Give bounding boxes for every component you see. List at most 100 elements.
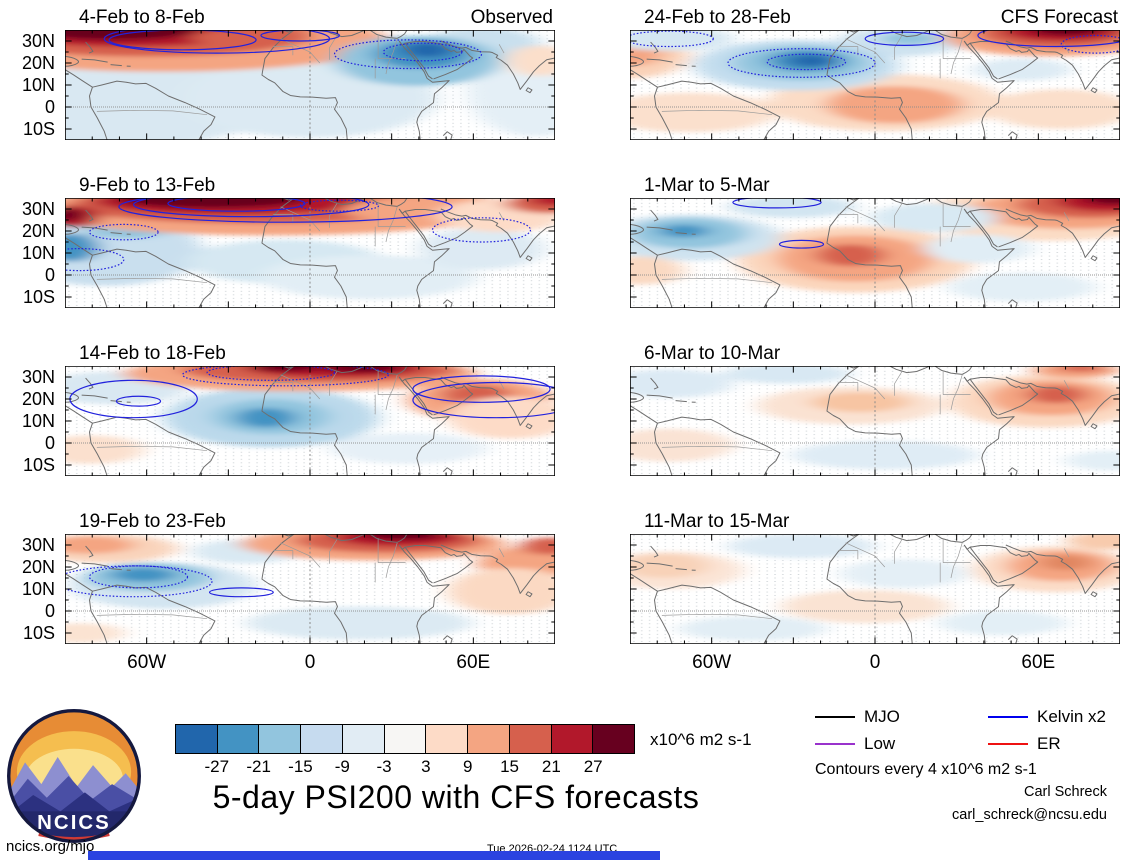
legend-line-swatch (988, 716, 1028, 718)
logo-art (10, 712, 138, 840)
map-plot (630, 534, 1120, 644)
colorbar-tick-label: -15 (288, 757, 313, 776)
legend-label: Low (864, 734, 896, 753)
y-tick-label: 10S (22, 119, 55, 139)
credit-email: carl_schreck@ncsu.edu (952, 807, 1107, 823)
legend-line-swatch (815, 716, 855, 718)
y-tick-label: 10N (21, 243, 55, 263)
y-axis-labels: 30N 20N 10N 0 10S (9, 366, 59, 476)
y-axis-labels: 30N 20N 10N 0 10S (9, 30, 59, 140)
colorbar-labels: -27 -21 -15 -9 -3 3 9 15 21 27 (175, 754, 635, 776)
colorbar-cell (426, 725, 469, 753)
y-tick-label: 10N (21, 579, 55, 599)
map-plot (65, 30, 555, 140)
colorbar-tick-label: 21 (541, 757, 561, 776)
y-tick-label: 0 (44, 97, 55, 117)
x-axis-labels: 60W 0 60E (65, 646, 555, 674)
panel-title: 9-Feb to 13-Feb (79, 175, 216, 196)
colorbar-cell (509, 725, 552, 753)
logo-ring (7, 709, 141, 843)
colorbar-tick-label: -27 (204, 757, 230, 776)
colorbar-tick-label: -21 (246, 757, 271, 776)
colorbar-cell (176, 725, 218, 753)
y-tick-label: 30N (21, 367, 55, 387)
wave-legend: MJO Kelvin x2 Low ER (815, 706, 1135, 755)
legend-label: Kelvin x2 (1037, 707, 1106, 726)
panel-header: 4-Feb to 8-Feb Observed (65, 5, 555, 29)
panel-observed-week3: 14-Feb to 18-Feb 30N 20N 10N 0 10S (22, 343, 555, 476)
panel-forecast-week3: 6-Mar to 10-Mar (630, 343, 1120, 476)
y-axis-labels: 30N 20N 10N 0 10S (9, 198, 59, 308)
panel-title: 4-Feb to 8-Feb (79, 7, 205, 28)
logo-text: NCICS (37, 812, 111, 834)
colorbar-units: x10^6 m2 s-1 (650, 730, 752, 749)
y-tick-label: 30N (21, 199, 55, 219)
credit-name: Carl Schreck (1024, 784, 1107, 800)
panel-forecast-week4: 11-Mar to 15-Mar 60W 0 60E (630, 511, 1120, 673)
panel-forecast-week1: 24-Feb to 28-Feb CFS Forecast (630, 7, 1120, 140)
panel-header: 1-Mar to 5-Mar (630, 173, 1120, 197)
contour-note: Contours every 4 x10^6 m2 s-1 (815, 761, 1037, 778)
legend-item-er: ER (988, 733, 1135, 755)
colorbar-tick-label: 15 (500, 757, 519, 776)
map-plot (630, 198, 1120, 308)
legend-item-kelvin-x2: Kelvin x2 (988, 706, 1135, 728)
y-tick-label: 10S (22, 287, 55, 307)
panel-title: 1-Mar to 5-Mar (644, 175, 770, 196)
y-tick-label: 0 (44, 601, 55, 621)
colorbar-cell (301, 725, 343, 753)
colorbar-tick-label: 3 (421, 757, 431, 776)
legend-item-mjo: MJO (815, 706, 988, 728)
colorbar-cell (551, 725, 594, 753)
map-plot (65, 198, 555, 308)
x-tick-label: 60E (1021, 652, 1056, 673)
panel-observed-week4: 19-Feb to 23-Feb 30N 20N 10N 0 10S 60W 0 60E (22, 511, 555, 673)
ncics-logo: NCICS (7, 709, 141, 843)
y-tick-label: 30N (21, 31, 55, 51)
panel-header: 19-Feb to 23-Feb (65, 509, 555, 533)
x-tick-label: 60W (692, 652, 732, 673)
panel-header: 24-Feb to 28-Feb CFS Forecast (630, 5, 1120, 29)
map-plot (630, 30, 1120, 140)
x-tick-label: 0 (869, 652, 881, 673)
y-tick-label: 0 (44, 433, 55, 453)
colorbar-cell (468, 725, 510, 753)
x-tick-label: 0 (304, 652, 316, 673)
y-tick-label: 20N (21, 53, 55, 73)
panel-title: 24-Feb to 28-Feb (644, 7, 791, 28)
figure-title: 5-day PSI200 with CFS forecasts (212, 779, 700, 815)
colorbar-cells (175, 724, 635, 754)
legend-line-swatch (988, 743, 1028, 745)
colorbar-cell (384, 725, 427, 753)
panel-observed-week2: 9-Feb to 13-Feb 30N 20N 10N 0 10S (22, 175, 555, 308)
colorbar-cell (593, 725, 635, 753)
y-tick-label: 10N (21, 75, 55, 95)
map-plot (65, 366, 555, 476)
x-tick-label: 60W (127, 652, 167, 673)
panel-title: 6-Mar to 10-Mar (644, 343, 781, 364)
panel-header: 9-Feb to 13-Feb (65, 173, 555, 197)
colorbar-cell (259, 725, 302, 753)
panel-header: 11-Mar to 15-Mar (630, 509, 1120, 533)
y-tick-label: 20N (21, 221, 55, 241)
x-axis-labels: 60W 0 60E (630, 646, 1120, 674)
legend-label: ER (1037, 734, 1061, 753)
legend-item-low: Low (815, 733, 988, 755)
panel-corner-label: Observed (470, 7, 553, 28)
legend-label: MJO (864, 707, 900, 726)
colorbar-tick-label: 27 (583, 757, 603, 776)
y-tick-label: 10S (22, 455, 55, 475)
x-tick-label: 60E (456, 652, 491, 673)
y-tick-label: 20N (21, 557, 55, 577)
y-tick-label: 30N (21, 535, 55, 555)
panel-header: 14-Feb to 18-Feb (65, 341, 555, 365)
y-tick-label: 10S (22, 623, 55, 643)
colorbar-tick-label: -9 (334, 757, 350, 776)
footer-site-url: ncics.org/mjo (6, 838, 95, 855)
panel-title: 19-Feb to 23-Feb (79, 511, 226, 532)
panel-corner-label: CFS Forecast (1000, 7, 1118, 28)
map-plot (630, 366, 1120, 476)
colorbar-cell (217, 725, 260, 753)
panel-forecast-week2: 1-Mar to 5-Mar (630, 175, 1120, 308)
